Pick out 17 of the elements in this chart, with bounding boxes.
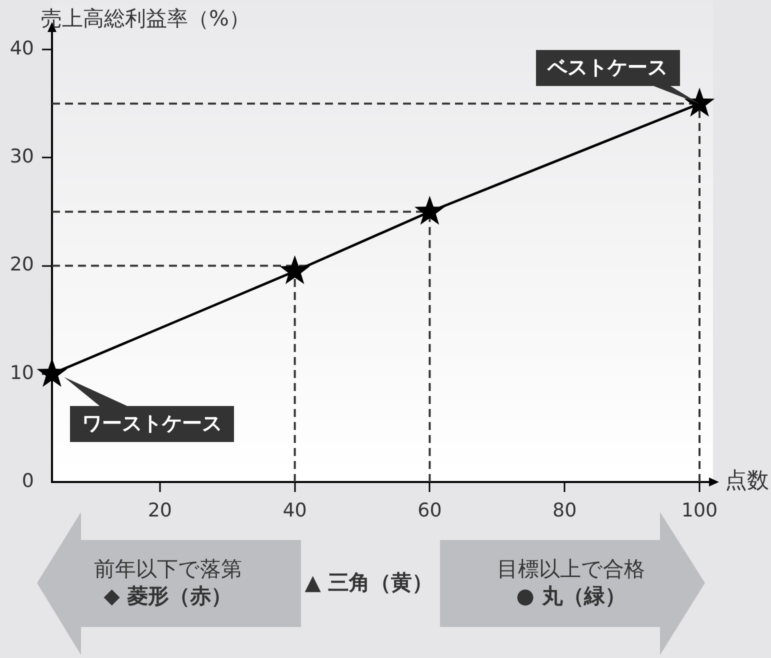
annotation: ベストケース	[536, 50, 680, 86]
text: 目標以上で合格 ● 丸（緑）	[497, 556, 645, 610]
x-tick-label: 60	[418, 499, 442, 522]
y-tick-label: 0	[22, 470, 34, 492]
y-tick-label: 40	[10, 38, 34, 60]
y-tick-label: 10	[10, 362, 34, 384]
x-axis-title: 点数	[725, 468, 769, 494]
text: ▲ 三角（黄）	[304, 570, 434, 596]
x-tick-label: 40	[282, 499, 307, 522]
y-axis-title: 売上高総利益率（%）	[41, 6, 250, 30]
y-tick-label: 30	[10, 146, 34, 168]
x-tick-label: 80	[552, 499, 577, 522]
y-tick-label: 20	[10, 254, 34, 276]
x-tick-label: 100	[681, 499, 718, 522]
annotation: ワーストケース	[70, 406, 234, 442]
x-tick-label: 20	[148, 499, 172, 522]
text: 前年以下で落第 ◆ 菱形（赤）	[94, 556, 242, 610]
